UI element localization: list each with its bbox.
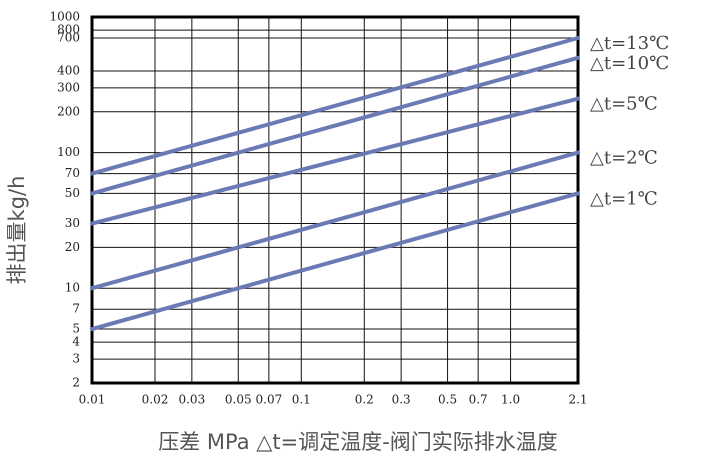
y-tick-label: 700 xyxy=(57,31,80,45)
line xyxy=(90,96,580,226)
legend-label: △t=13℃ xyxy=(590,33,669,54)
x-tick-label: 0.2 xyxy=(355,393,374,407)
x-tick-label: 0.1 xyxy=(292,393,311,407)
legend-label: △t=5℃ xyxy=(590,94,658,115)
y-tick-label: 7 xyxy=(72,302,80,316)
x-tick-label: 0.03 xyxy=(178,393,205,407)
y-tick-label: 100 xyxy=(57,145,80,159)
x-tick-label: 1.0 xyxy=(501,393,520,407)
y-tick-label: 30 xyxy=(65,216,80,230)
y-tick-label: 70 xyxy=(65,166,80,180)
y-tick-label: 10 xyxy=(65,281,80,295)
x-axis-label: 压差 MPa △t=调定温度-阀门实际排水温度 xyxy=(158,430,558,454)
legend-label: △t=2℃ xyxy=(590,148,658,169)
y-tick-label: 4 xyxy=(72,335,80,349)
line xyxy=(90,150,580,291)
x-tick-label: 2.1 xyxy=(568,393,587,407)
plot-frame xyxy=(90,15,580,385)
x-tick-label: 0.01 xyxy=(79,393,106,407)
x-tick-label: 0.5 xyxy=(438,393,457,407)
legend-label: △t=1℃ xyxy=(590,188,658,209)
y-tick-label: 5 xyxy=(72,322,80,336)
x-tick-label: 0.7 xyxy=(469,393,488,407)
y-tick-label: 3 xyxy=(72,352,80,366)
line xyxy=(90,55,580,196)
y-axis-label: 排出量kg/h xyxy=(5,176,29,285)
x-tick-label: 0.02 xyxy=(142,393,169,407)
y-tick-label: 20 xyxy=(65,240,80,254)
y-tick-label: 800 xyxy=(57,23,80,37)
y-tick-label: 300 xyxy=(57,80,80,94)
legend-label: △t=10℃ xyxy=(590,53,669,74)
x-tick-label: 0.05 xyxy=(225,393,252,407)
y-tick-label: 50 xyxy=(65,186,80,200)
x-tick-label: 0.3 xyxy=(392,393,411,407)
y-tick-label: 400 xyxy=(57,63,80,77)
y-tick-label: 200 xyxy=(57,104,80,118)
line xyxy=(90,36,580,176)
x-tick-label: 0.07 xyxy=(256,393,283,407)
y-tick-label: 1000 xyxy=(49,10,80,24)
line xyxy=(90,191,580,332)
y-tick-label: 2 xyxy=(72,376,80,390)
